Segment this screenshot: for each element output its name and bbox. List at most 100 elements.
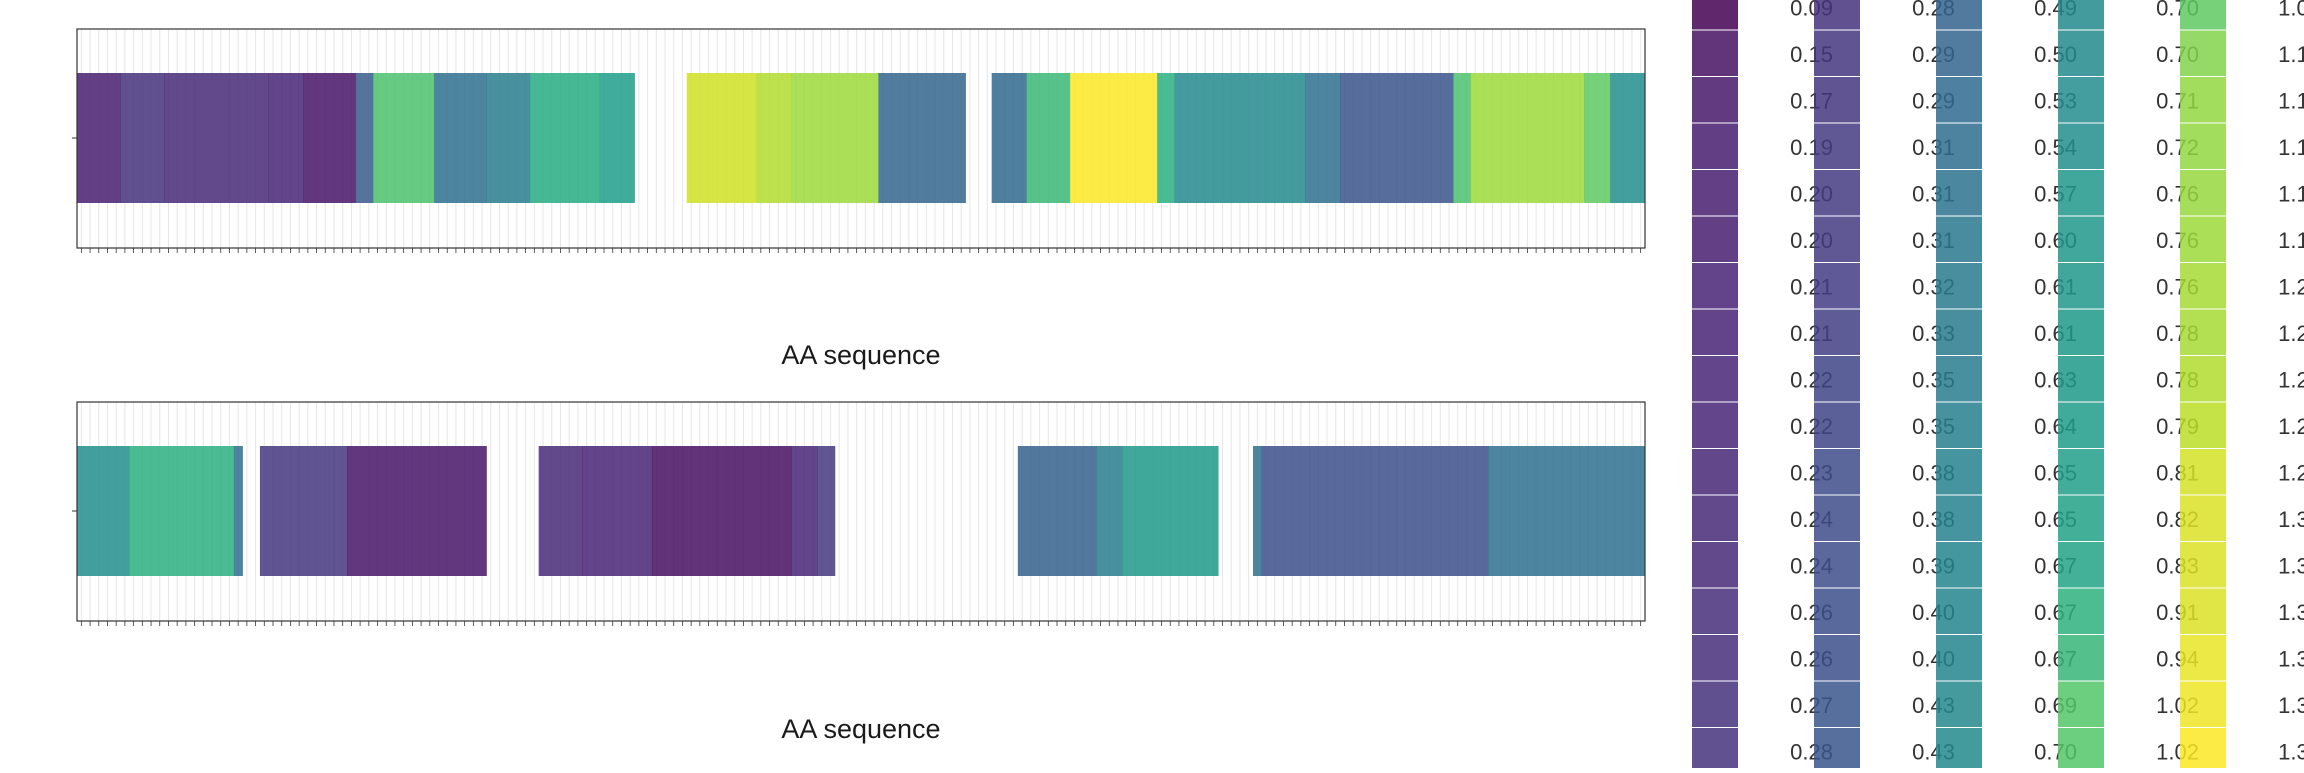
legend-key [1814, 728, 1860, 773]
heat-tile-10 [599, 73, 635, 203]
legend-key [1814, 216, 1860, 262]
legend-column-2: 0.490.500.530.540.570.600.610.610.630.64… [1936, 0, 2077, 773]
legend-label: 1.30 [2278, 507, 2304, 532]
legend-key [2058, 402, 2104, 448]
heat-tile-18 [1261, 446, 1489, 576]
heat-tiles [77, 73, 1646, 203]
legend-key [1936, 77, 1982, 123]
legend-key [2180, 30, 2226, 76]
legend-key [1936, 263, 1982, 309]
legend-key [2180, 0, 2226, 30]
legend-key [2180, 542, 2226, 588]
legend-key [2058, 263, 2104, 309]
heat-tile-10 [791, 446, 818, 576]
heat-tile-2 [164, 73, 270, 203]
legend-key [1936, 495, 1982, 541]
legend-key [1692, 449, 1738, 495]
legend-key [2058, 449, 2104, 495]
heat-tile-14 [1096, 446, 1123, 576]
legend-key [1692, 356, 1738, 402]
legend-key [2180, 356, 2226, 402]
heat-tile-0 [77, 73, 121, 203]
legend-column-4: 1.05 1.13 1.16 1.16 1.17 1.18 1.20 1.20 1.22 1.24… [2180, 0, 2304, 773]
legend-key [1814, 263, 1860, 309]
legend-key [1692, 0, 1738, 30]
heat-tile-5 [347, 446, 487, 576]
legend-key [1814, 77, 1860, 123]
legend-key [1936, 542, 1982, 588]
legend-key [1692, 495, 1738, 541]
x-axis-ticks [80, 621, 1642, 626]
heat-tile-18 [1026, 73, 1071, 203]
heat-tile-24 [1453, 73, 1472, 203]
heat-tile-2 [233, 446, 243, 576]
heat-tile-27 [1610, 73, 1646, 203]
legend-label: 1.18 [2278, 228, 2304, 253]
heat-tile-17 [1253, 446, 1263, 576]
legend-key [1692, 728, 1738, 773]
legend-label: 1.29 [2278, 460, 2304, 485]
heat-tile-1 [120, 73, 165, 203]
legend-key [2058, 588, 2104, 634]
legend-key [1814, 30, 1860, 76]
x-axis-title: AA sequence [781, 714, 940, 744]
legend-key [2180, 728, 2226, 773]
legend-key [2180, 216, 2226, 262]
legend-key [2180, 635, 2226, 681]
legend-label: 1.24 [2278, 414, 2304, 439]
heat-tile-20 [1157, 73, 1175, 203]
legend-key [1936, 30, 1982, 76]
legend-key [1936, 356, 1982, 402]
heat-tile-3 [268, 73, 304, 203]
legend-key [1936, 216, 1982, 262]
heatmap-panel-top: AA sequence [72, 28, 1646, 370]
legend-key [1692, 588, 1738, 634]
heat-tile-0 [77, 446, 130, 576]
heat-tile-15 [878, 73, 966, 203]
legend-key [2058, 309, 2104, 355]
legend-key [1936, 681, 1982, 727]
legend-key [1936, 449, 1982, 495]
x-axis-title: AA sequence [781, 340, 940, 370]
legend-key [1692, 263, 1738, 309]
legend-column-0: 0.090.150.170.190.200.200.210.210.220.22… [1692, 0, 1833, 773]
heat-tile-13 [1017, 446, 1097, 576]
legend-label: 1.13 [2278, 42, 2304, 67]
legend-key [2058, 0, 2104, 30]
legend-key [2058, 681, 2104, 727]
legend-label: 1.30 [2278, 553, 2304, 578]
legend-key [1692, 77, 1738, 123]
legend-key [2058, 635, 2104, 681]
heat-tile-11 [817, 446, 836, 576]
legend-key [1936, 402, 1982, 448]
legend-key [1936, 728, 1982, 773]
legend-key [1814, 542, 1860, 588]
heat-tile-6 [373, 73, 435, 203]
legend-key [2180, 170, 2226, 216]
legend-label: 1.34 [2278, 693, 2304, 718]
heat-tile-5 [355, 73, 374, 203]
legend-key [2058, 170, 2104, 216]
heat-tile-15 [1122, 446, 1219, 576]
legend-key [1814, 123, 1860, 169]
legend-key [1692, 542, 1738, 588]
legend-key [1936, 0, 1982, 30]
legend-key [1692, 635, 1738, 681]
legend-key [1936, 309, 1982, 355]
heat-tile-23 [1340, 73, 1454, 203]
heat-tile-9 [651, 446, 792, 576]
legend-label: 1.20 [2278, 274, 2304, 299]
legend-key [1692, 216, 1738, 262]
x-axis-ticks [80, 248, 1642, 253]
legend-key [1814, 449, 1860, 495]
legend-key [1814, 0, 1860, 30]
legend-key [1814, 495, 1860, 541]
heat-tile-17 [991, 73, 1027, 203]
heat-tile-12 [686, 73, 757, 203]
legend-key [2180, 77, 2226, 123]
legend-key [1936, 170, 1982, 216]
legend-key [2180, 263, 2226, 309]
legend-column-3: 0.700.700.710.720.760.760.760.780.780.79… [2058, 0, 2199, 773]
legend-key [2058, 542, 2104, 588]
